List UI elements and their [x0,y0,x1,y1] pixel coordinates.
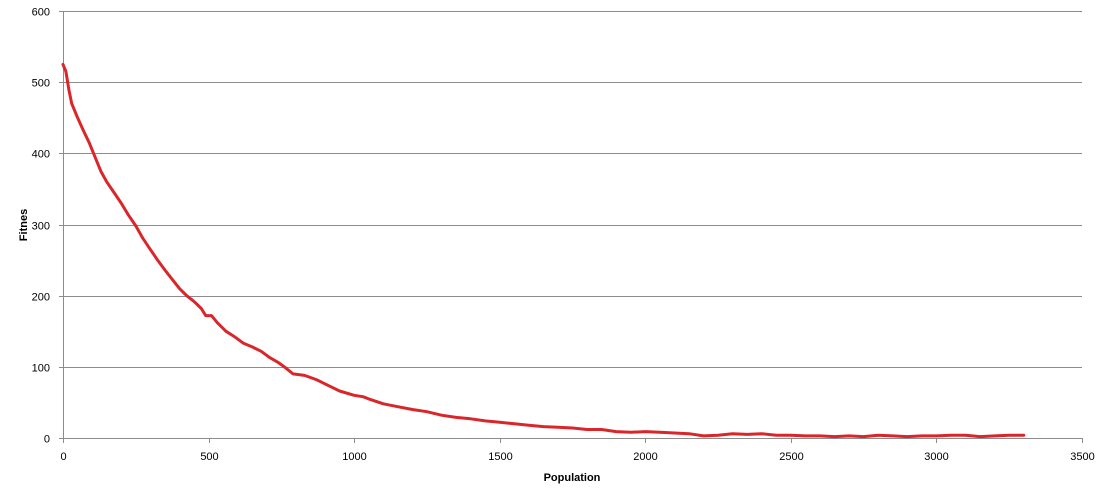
y-tick-label-300: 300 [32,221,50,233]
axes [59,11,1083,443]
y-tick-label-0: 0 [44,434,50,446]
x-axis-title: Population [544,472,601,484]
x-tick-label-1000: 1000 [342,451,366,463]
x-tick-label-3500: 3500 [1070,451,1094,463]
x-tick-label-0: 0 [60,451,66,463]
y-tick-label-500: 500 [32,78,50,90]
x-tick-label-500: 500 [200,451,218,463]
y-tick-label-100: 100 [32,363,50,375]
y-tick-label-400: 400 [32,149,50,161]
y-tick-label-600: 600 [32,7,50,19]
x-tick-label-2000: 2000 [633,451,657,463]
series-layer [61,62,1026,439]
series-line-0 [61,62,1026,439]
gridlines [63,11,1082,368]
x-tick-label-2500: 2500 [779,451,803,463]
tick-labels: 0 100 200 300 400 500 600 0 500 1000 1500 2000 2500 3… [32,7,1095,464]
x-tick-label-1500: 1500 [488,451,512,463]
y-tick-label-200: 200 [32,292,50,304]
x-tick-label-3000: 3000 [924,451,948,463]
y-axis-title: Fitnes [18,209,30,241]
